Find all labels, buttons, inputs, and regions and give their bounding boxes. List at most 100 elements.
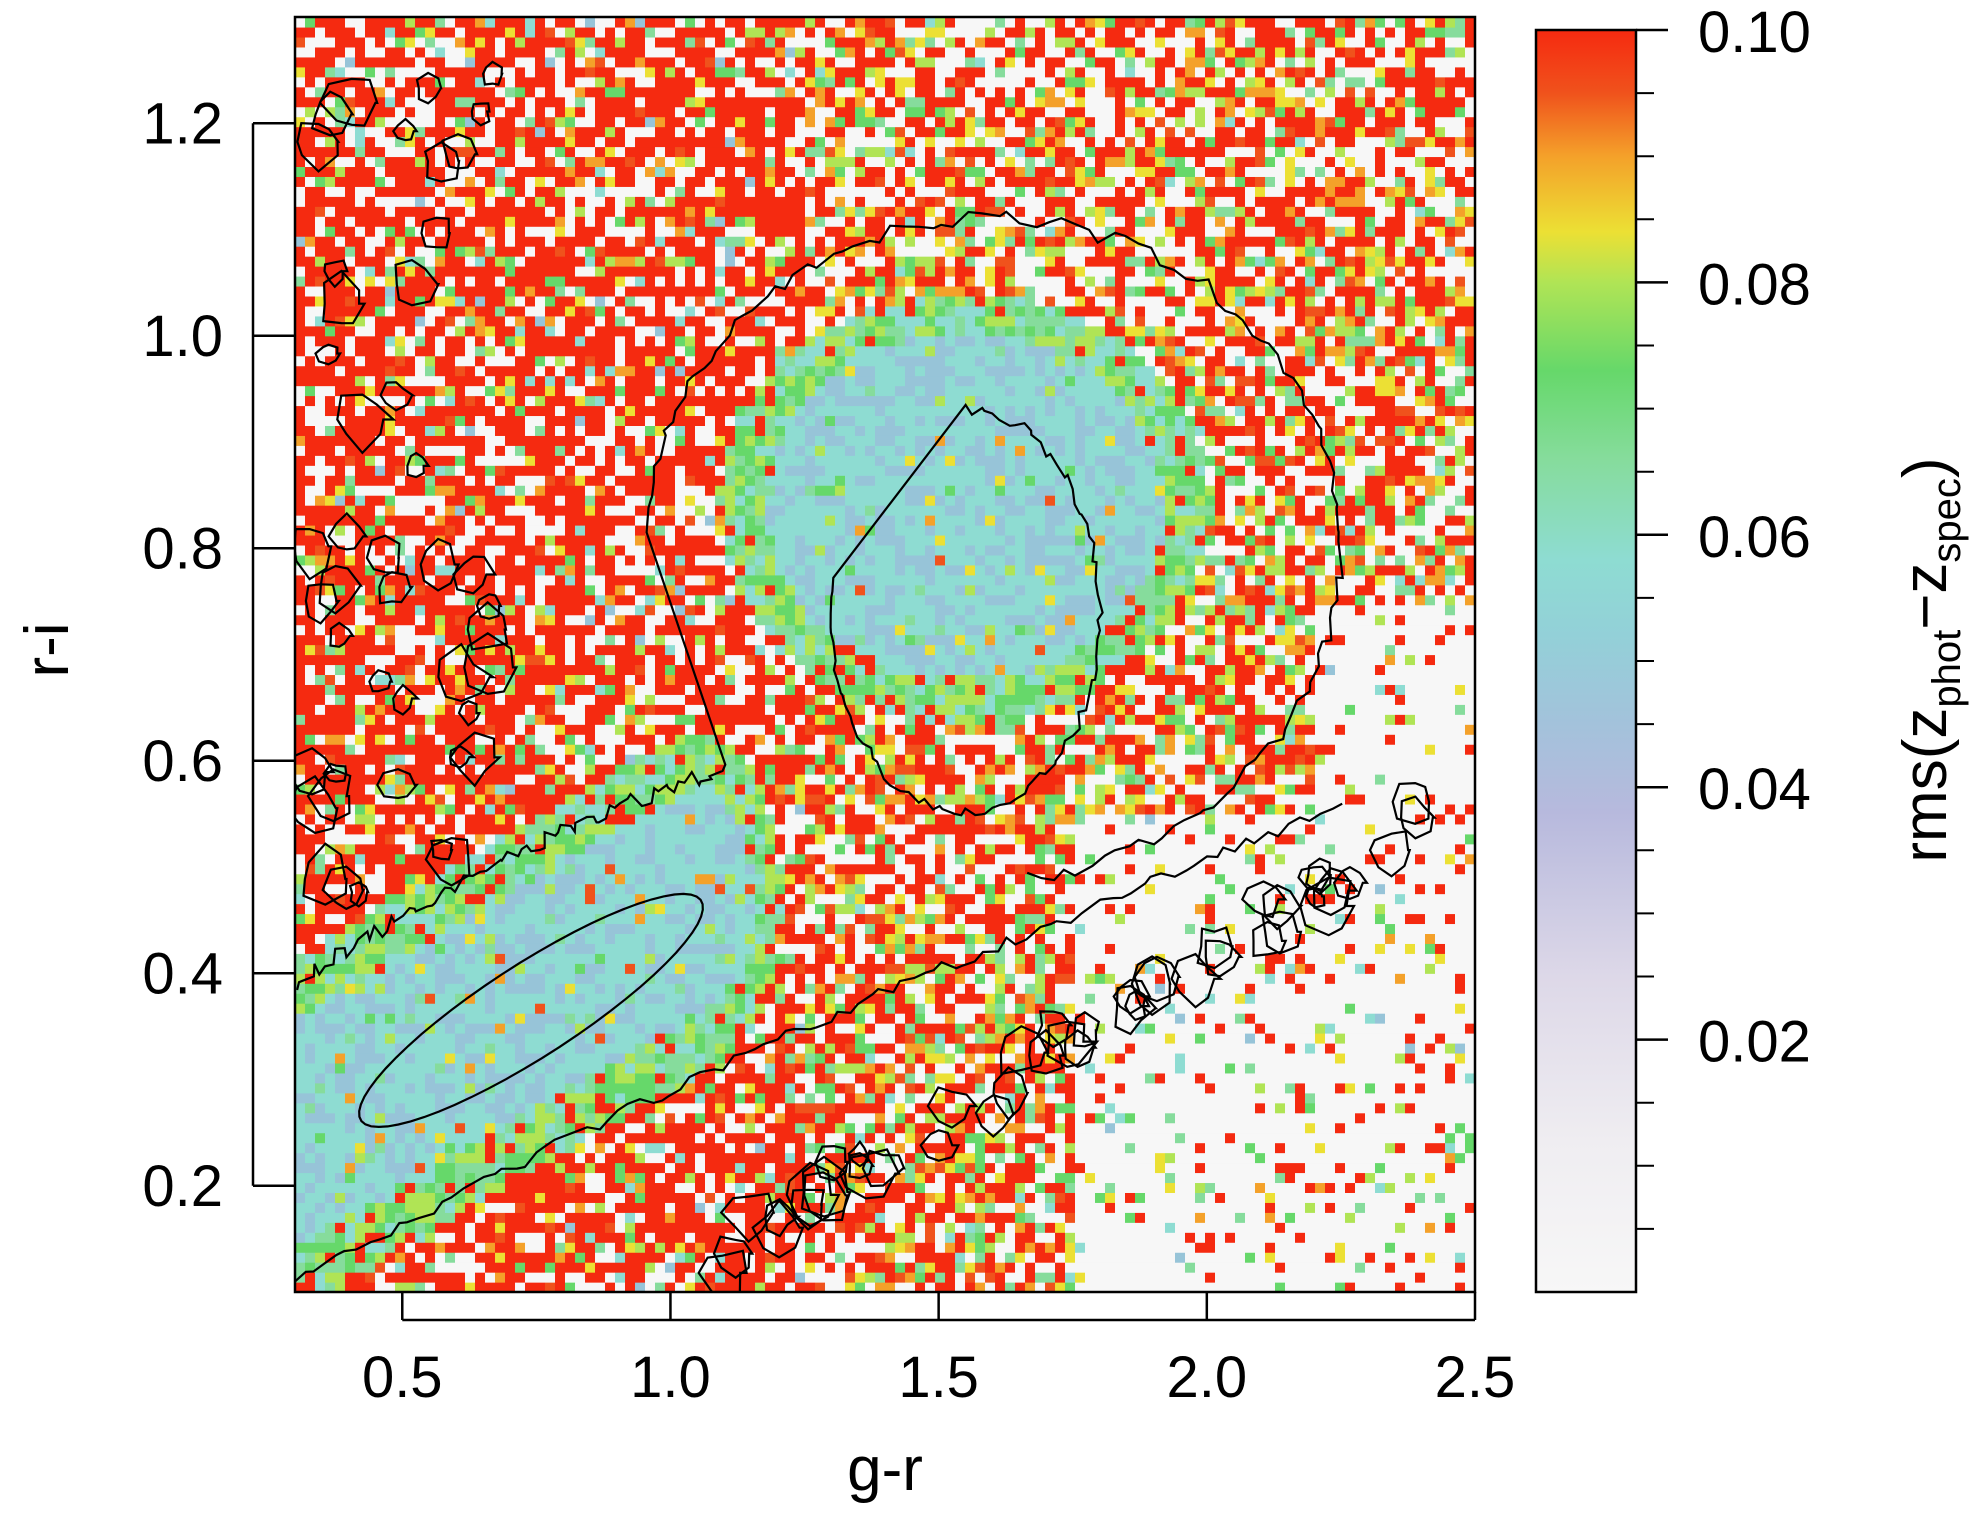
heatmap-cell xyxy=(585,594,596,606)
heatmap-cell xyxy=(365,1072,376,1084)
heatmap-cell xyxy=(305,66,316,78)
heatmap-cell xyxy=(375,435,386,446)
heatmap-cell xyxy=(365,803,376,815)
heatmap-cell xyxy=(605,515,616,526)
heatmap-cell xyxy=(595,515,606,526)
heatmap-cell xyxy=(625,405,636,417)
heatmap-cell xyxy=(375,903,386,915)
heatmap-cell xyxy=(585,1013,596,1024)
heatmap-cell xyxy=(665,873,676,885)
heatmap-cell xyxy=(635,226,646,237)
heatmap-cell xyxy=(395,325,406,337)
heatmap-cell xyxy=(555,943,566,954)
heatmap-cell xyxy=(585,146,596,158)
heatmap-cell xyxy=(635,754,646,765)
heatmap-cell xyxy=(345,694,356,705)
heatmap-cell xyxy=(615,963,626,974)
heatmap-cell xyxy=(525,1192,536,1203)
heatmap-cell xyxy=(425,1202,436,1213)
heatmap-cell xyxy=(565,216,576,227)
heatmap-cell xyxy=(495,285,506,297)
heatmap-cell xyxy=(615,823,626,835)
heatmap-cell xyxy=(655,375,666,387)
heatmap-cell xyxy=(665,664,676,676)
heatmap-cell xyxy=(625,435,636,446)
heatmap-cell xyxy=(615,166,626,177)
heatmap-cell xyxy=(405,405,416,417)
heatmap-cell xyxy=(445,1112,456,1124)
heatmap-cell xyxy=(295,943,306,954)
heatmap-cell xyxy=(425,465,436,476)
heatmap-cell xyxy=(465,574,476,586)
heatmap-cell xyxy=(435,564,446,576)
heatmap-cell xyxy=(365,305,376,317)
heatmap-cell xyxy=(435,1262,446,1273)
heatmap-cell xyxy=(525,136,536,148)
heatmap-cell xyxy=(655,17,666,28)
heatmap-cell xyxy=(575,1152,586,1164)
heatmap-cell xyxy=(395,833,406,845)
heatmap-cell xyxy=(625,266,636,277)
heatmap-cell xyxy=(365,335,376,347)
heatmap-cell xyxy=(635,266,646,277)
heatmap-cell xyxy=(385,883,396,895)
heatmap-cell xyxy=(505,515,516,526)
heatmap-cell xyxy=(415,176,426,187)
heatmap-cell xyxy=(565,246,576,257)
heatmap-cell xyxy=(565,1013,576,1024)
heatmap-cell xyxy=(605,46,616,58)
heatmap-cell xyxy=(675,734,686,745)
heatmap-cell xyxy=(335,1092,346,1104)
heatmap-cell xyxy=(445,873,456,885)
heatmap-cell xyxy=(465,993,476,1004)
heatmap-cell xyxy=(295,365,306,377)
heatmap-cell xyxy=(295,26,306,38)
heatmap-cell xyxy=(435,614,446,626)
heatmap-cell xyxy=(665,305,676,317)
heatmap-cell xyxy=(655,694,666,705)
heatmap-cell xyxy=(305,1152,316,1164)
heatmap-cell xyxy=(495,405,506,417)
heatmap-cell xyxy=(545,893,556,905)
heatmap-cell xyxy=(315,783,326,795)
heatmap-cell xyxy=(515,156,526,168)
heatmap-cell xyxy=(395,953,406,964)
heatmap-cell xyxy=(445,455,456,466)
heatmap-cell xyxy=(595,136,606,148)
heatmap-cell xyxy=(425,803,436,815)
heatmap-cell xyxy=(595,594,606,606)
heatmap-cell xyxy=(535,1262,546,1273)
heatmap-cell xyxy=(625,1252,636,1263)
heatmap-cell xyxy=(675,843,686,855)
heatmap-cell xyxy=(435,783,446,795)
heatmap-cell xyxy=(615,863,626,875)
heatmap-cell xyxy=(415,515,426,526)
heatmap-cell xyxy=(535,1162,546,1174)
heatmap-cell xyxy=(325,1112,336,1124)
heatmap-cell xyxy=(645,435,656,446)
heatmap-cell xyxy=(495,236,506,247)
heatmap-cell xyxy=(615,644,626,656)
heatmap-cell xyxy=(535,116,546,128)
heatmap-cell xyxy=(595,56,606,68)
heatmap-cell xyxy=(485,853,496,865)
heatmap-cell xyxy=(545,534,556,546)
heatmap-cell xyxy=(375,863,386,875)
heatmap-cell xyxy=(585,305,596,317)
heatmap-cell xyxy=(305,17,316,28)
heatmap-cell xyxy=(575,764,586,775)
heatmap-cell xyxy=(515,724,526,735)
heatmap-cell xyxy=(415,395,426,407)
heatmap-cell xyxy=(605,86,616,98)
heatmap-cell xyxy=(575,465,586,476)
heatmap-cell xyxy=(315,913,326,925)
heatmap-cell xyxy=(635,1122,646,1134)
heatmap-cell xyxy=(635,724,646,735)
heatmap-cell xyxy=(675,305,686,317)
heatmap-cell xyxy=(365,774,376,785)
heatmap-cell xyxy=(465,883,476,895)
heatmap-cell xyxy=(475,1192,486,1203)
heatmap-cell xyxy=(335,764,346,775)
heatmap-cell xyxy=(295,176,306,187)
heatmap-cell xyxy=(535,515,546,526)
